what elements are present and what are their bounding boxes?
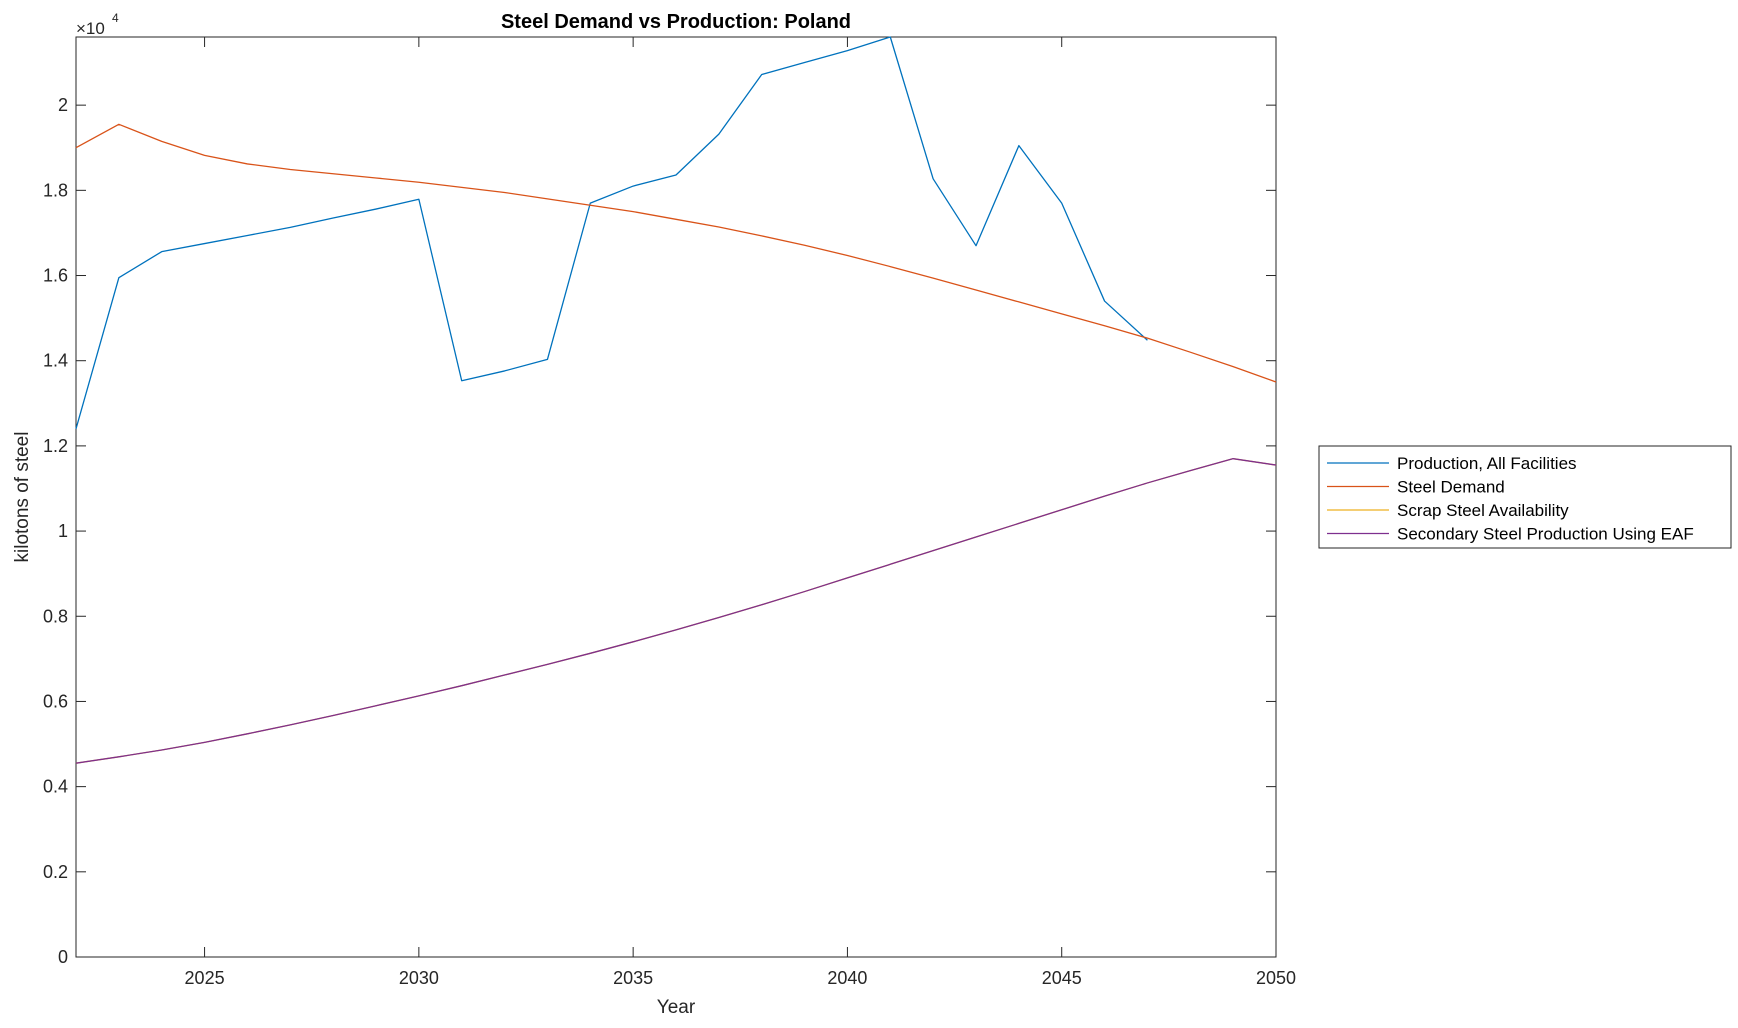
y-tick-label: 1.6: [43, 266, 68, 286]
legend-item: Steel Demand: [1327, 478, 1505, 497]
x-tick-label: 2030: [399, 968, 439, 988]
legend-item: Production, All Facilities: [1327, 454, 1577, 473]
x-tick-label: 2040: [827, 968, 867, 988]
chart-title: Steel Demand vs Production: Poland: [501, 11, 851, 33]
y-exponent-base: ×10: [76, 19, 105, 38]
y-tick-label: 0.6: [43, 691, 68, 711]
y-exponent-power: 4: [112, 11, 119, 25]
series-line-production-all-facilities: [75, 36, 1148, 430]
series-line-secondary-steel-production-using-eaf: [75, 458, 1277, 764]
legend-item: Scrap Steel Availability: [1327, 501, 1569, 520]
legend-label: Scrap Steel Availability: [1397, 501, 1569, 520]
y-tick-label: 0.4: [43, 777, 68, 797]
x-tick-label: 2045: [1042, 968, 1082, 988]
legend-label: Secondary Steel Production Using EAF: [1397, 525, 1694, 544]
plot-area: [75, 36, 1277, 958]
legend: Production, All Facilities Steel Demand Sc…: [1318, 445, 1732, 549]
y-tick-label: 1.2: [43, 436, 68, 456]
x-tick-label: 2025: [185, 968, 225, 988]
axes: 2025 2030 2035 2040 2045 2050 0 0.2 0.4 0.6 0.8 1 1.…: [43, 36, 1296, 988]
y-tick-label: 0.2: [43, 862, 68, 882]
y-tick-label: 1.4: [43, 351, 68, 371]
x-tick-label: 2035: [613, 968, 653, 988]
x-tick-label: 2050: [1256, 968, 1296, 988]
y-axis-label: kilotons of steel: [12, 432, 33, 563]
legend-item: Secondary Steel Production Using EAF: [1327, 525, 1694, 544]
series-line-steel-demand: [75, 123, 1277, 383]
y-tick-label: 1.8: [43, 180, 68, 200]
y-axis-exponent: ×10 4: [76, 11, 119, 38]
series-layer: [75, 36, 1277, 764]
x-axis-label: Year: [657, 997, 696, 1018]
legend-label: Production, All Facilities: [1397, 454, 1577, 473]
y-tick-label: 0: [58, 947, 68, 967]
y-tick-label: 1: [58, 521, 68, 541]
legend-label: Steel Demand: [1397, 478, 1505, 497]
y-tick-label: 2: [58, 95, 68, 115]
y-tick-label: 0.8: [43, 606, 68, 626]
